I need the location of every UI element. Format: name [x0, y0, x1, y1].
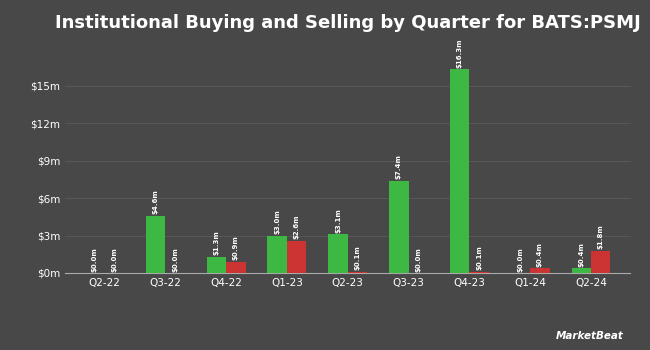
Text: $0.0m: $0.0m	[517, 247, 523, 272]
Text: $0.9m: $0.9m	[233, 236, 239, 260]
Text: $3.1m: $3.1m	[335, 208, 341, 233]
Bar	[287, 240, 306, 273]
Legend: Total Inflows, Total Outflows: Total Inflows, Total Outflows	[70, 346, 279, 350]
Text: MarketBeat: MarketBeat	[556, 331, 624, 341]
Bar	[591, 251, 610, 273]
Text: $0.4m: $0.4m	[537, 241, 543, 266]
Bar	[469, 272, 489, 273]
Text: $1.8m: $1.8m	[598, 224, 604, 249]
Title: Institutional Buying and Selling by Quarter for BATS:PSMJ: Institutional Buying and Selling by Quar…	[55, 14, 641, 32]
Text: $0.0m: $0.0m	[111, 247, 117, 272]
Bar	[146, 216, 165, 273]
Text: $0.0m: $0.0m	[172, 247, 178, 272]
Text: $1.3m: $1.3m	[213, 231, 220, 255]
Bar	[207, 257, 226, 273]
Bar	[226, 262, 246, 273]
Bar	[348, 272, 367, 273]
Bar	[328, 234, 348, 273]
Text: $7.4m: $7.4m	[396, 154, 402, 179]
Text: $16.3m: $16.3m	[457, 38, 463, 68]
Text: $0.1m: $0.1m	[476, 245, 482, 270]
Bar	[450, 69, 469, 273]
Text: $3.0m: $3.0m	[274, 209, 280, 234]
Text: $0.1m: $0.1m	[354, 245, 361, 270]
Bar	[571, 268, 591, 273]
Text: $0.4m: $0.4m	[578, 241, 584, 266]
Bar	[268, 236, 287, 273]
Text: $2.6m: $2.6m	[294, 215, 300, 239]
Text: $0.0m: $0.0m	[415, 247, 421, 272]
Text: $4.6m: $4.6m	[153, 189, 159, 214]
Bar	[389, 181, 409, 273]
Text: $0.0m: $0.0m	[92, 247, 98, 272]
Bar	[530, 268, 550, 273]
